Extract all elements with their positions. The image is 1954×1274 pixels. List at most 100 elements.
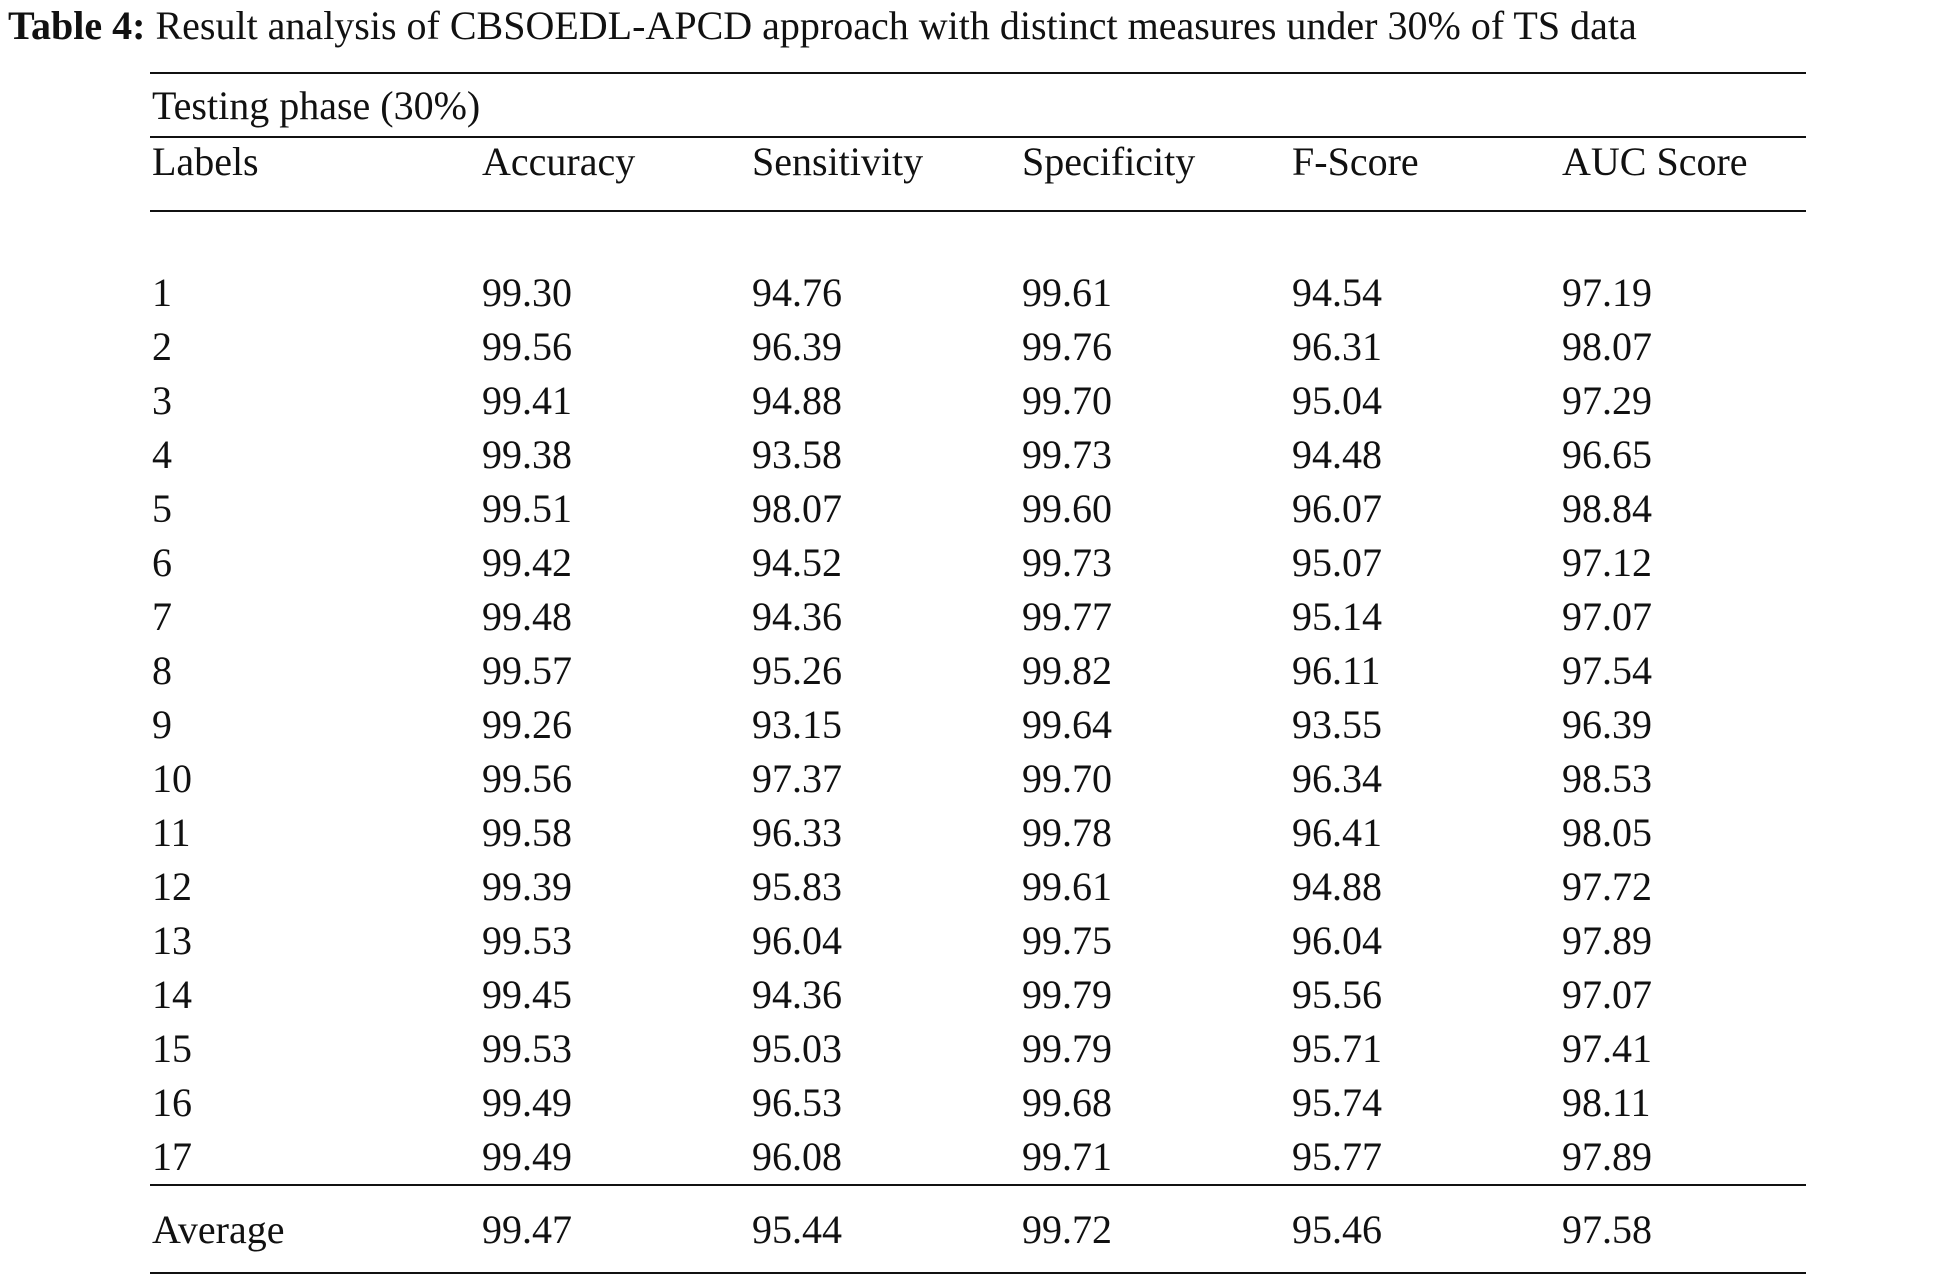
phase-header-row: Testing phase (30%): [150, 72, 1806, 138]
average-auc-score: 97.58: [1560, 1184, 1806, 1274]
cell-label: 13: [152, 918, 192, 963]
spacer-cell: [150, 211, 1806, 266]
table-body: 1 99.30 94.76 99.61 94.54 97.19 2 99.56 96.39 99.…: [150, 211, 1806, 1185]
cell-specificity: 99.60: [1022, 486, 1112, 531]
cell-specificity: 99.64: [1022, 702, 1112, 747]
cell-accuracy: 99.39: [482, 864, 572, 909]
cell-f-score: 95.56: [1292, 972, 1382, 1017]
table-row: 1 99.30 94.76 99.61 94.54 97.19: [150, 266, 1806, 320]
cell-specificity: 99.76: [1022, 324, 1112, 369]
cell-label: 6: [152, 540, 172, 585]
cell-accuracy: 99.41: [482, 378, 572, 423]
cell-f-score: 93.55: [1292, 702, 1382, 747]
cell-specificity: 99.70: [1022, 378, 1112, 423]
table-row: 7 99.48 94.36 99.77 95.14 97.07: [150, 590, 1806, 644]
cell-sensitivity: 95.83: [752, 864, 842, 909]
cell-sensitivity: 95.03: [752, 1026, 842, 1071]
cell-sensitivity: 94.36: [752, 594, 842, 639]
cell-f-score: 95.74: [1292, 1080, 1382, 1125]
cell-f-score: 95.07: [1292, 540, 1382, 585]
cell-sensitivity: 96.39: [752, 324, 842, 369]
average-row: Average 99.47 95.44 99.72 95.46 97.58: [150, 1184, 1806, 1274]
cell-sensitivity: 94.88: [752, 378, 842, 423]
cell-accuracy: 99.38: [482, 432, 572, 477]
cell-accuracy: 99.56: [482, 756, 572, 801]
cell-auc-score: 97.07: [1562, 594, 1652, 639]
cell-auc-score: 97.41: [1562, 1026, 1652, 1071]
cell-accuracy: 99.51: [482, 486, 572, 531]
cell-label: 8: [152, 648, 172, 693]
cell-auc-score: 97.19: [1562, 270, 1652, 315]
table-row: 12 99.39 95.83 99.61 94.88 97.72: [150, 860, 1806, 914]
cell-accuracy: 99.26: [482, 702, 572, 747]
cell-label: 9: [152, 702, 172, 747]
cell-label: 12: [152, 864, 192, 909]
table-row: 10 99.56 97.37 99.70 96.34 98.53: [150, 752, 1806, 806]
cell-label: 3: [152, 378, 172, 423]
average-f-score: 95.46: [1290, 1184, 1560, 1274]
cell-auc-score: 97.54: [1562, 648, 1652, 693]
cell-label: 16: [152, 1080, 192, 1125]
column-header-row: Labels Accuracy Sensitivity Specificity …: [150, 137, 1806, 212]
table-row: 8 99.57 95.26 99.82 96.11 97.54: [150, 644, 1806, 698]
cell-specificity: 99.71: [1022, 1134, 1112, 1179]
cell-label: 10: [152, 756, 192, 801]
cell-sensitivity: 96.33: [752, 810, 842, 855]
cell-f-score: 94.88: [1292, 864, 1382, 909]
cell-sensitivity: 95.26: [752, 648, 842, 693]
cell-label: 1: [152, 270, 172, 315]
cell-specificity: 99.77: [1022, 594, 1112, 639]
table-row: 5 99.51 98.07 99.60 96.07 98.84: [150, 482, 1806, 536]
cell-specificity: 99.82: [1022, 648, 1112, 693]
cell-sensitivity: 96.08: [752, 1134, 842, 1179]
cell-accuracy: 99.53: [482, 918, 572, 963]
cell-accuracy: 99.45: [482, 972, 572, 1017]
cell-specificity: 99.68: [1022, 1080, 1112, 1125]
cell-auc-score: 96.65: [1562, 432, 1652, 477]
table-caption: Table 4: Result analysis of CBSOEDL-APCD…: [8, 0, 1954, 60]
cell-specificity: 99.79: [1022, 972, 1112, 1017]
cell-specificity: 99.61: [1022, 270, 1112, 315]
cell-auc-score: 98.11: [1562, 1080, 1651, 1125]
caption-label: Table 4:: [8, 3, 146, 48]
average-sensitivity: 95.44: [750, 1184, 1020, 1274]
cell-f-score: 94.54: [1292, 270, 1382, 315]
cell-label: 2: [152, 324, 172, 369]
cell-accuracy: 99.58: [482, 810, 572, 855]
cell-specificity: 99.61: [1022, 864, 1112, 909]
cell-sensitivity: 97.37: [752, 756, 842, 801]
cell-auc-score: 98.84: [1562, 486, 1652, 531]
cell-f-score: 95.77: [1292, 1134, 1382, 1179]
table-row: 15 99.53 95.03 99.79 95.71 97.41: [150, 1022, 1806, 1076]
cell-f-score: 96.41: [1292, 810, 1382, 855]
cell-accuracy: 99.56: [482, 324, 572, 369]
cell-specificity: 99.73: [1022, 540, 1112, 585]
cell-auc-score: 98.53: [1562, 756, 1652, 801]
cell-f-score: 95.71: [1292, 1026, 1382, 1071]
cell-accuracy: 99.49: [482, 1134, 572, 1179]
column-header-labels: Labels: [150, 137, 480, 212]
cell-f-score: 96.31: [1292, 324, 1382, 369]
cell-auc-score: 97.72: [1562, 864, 1652, 909]
cell-accuracy: 99.53: [482, 1026, 572, 1071]
spacer-row: [150, 211, 1806, 266]
cell-f-score: 95.04: [1292, 378, 1382, 423]
cell-label: 15: [152, 1026, 192, 1071]
table-row: 17 99.49 96.08 99.71 95.77 97.89: [150, 1130, 1806, 1185]
phase-header: Testing phase (30%): [150, 72, 1806, 138]
cell-label: 17: [152, 1134, 192, 1179]
cell-auc-score: 97.89: [1562, 918, 1652, 963]
column-header-accuracy: Accuracy: [480, 137, 750, 212]
table-row: 3 99.41 94.88 99.70 95.04 97.29: [150, 374, 1806, 428]
cell-auc-score: 97.89: [1562, 1134, 1652, 1179]
cell-auc-score: 97.07: [1562, 972, 1652, 1017]
cell-specificity: 99.78: [1022, 810, 1112, 855]
cell-accuracy: 99.48: [482, 594, 572, 639]
cell-sensitivity: 98.07: [752, 486, 842, 531]
table-row: 4 99.38 93.58 99.73 94.48 96.65: [150, 428, 1806, 482]
cell-specificity: 99.70: [1022, 756, 1112, 801]
column-header-specificity: Specificity: [1020, 137, 1290, 212]
table-row: 11 99.58 96.33 99.78 96.41 98.05: [150, 806, 1806, 860]
table-row: 6 99.42 94.52 99.73 95.07 97.12: [150, 536, 1806, 590]
column-header-auc-score: AUC Score: [1560, 137, 1806, 212]
